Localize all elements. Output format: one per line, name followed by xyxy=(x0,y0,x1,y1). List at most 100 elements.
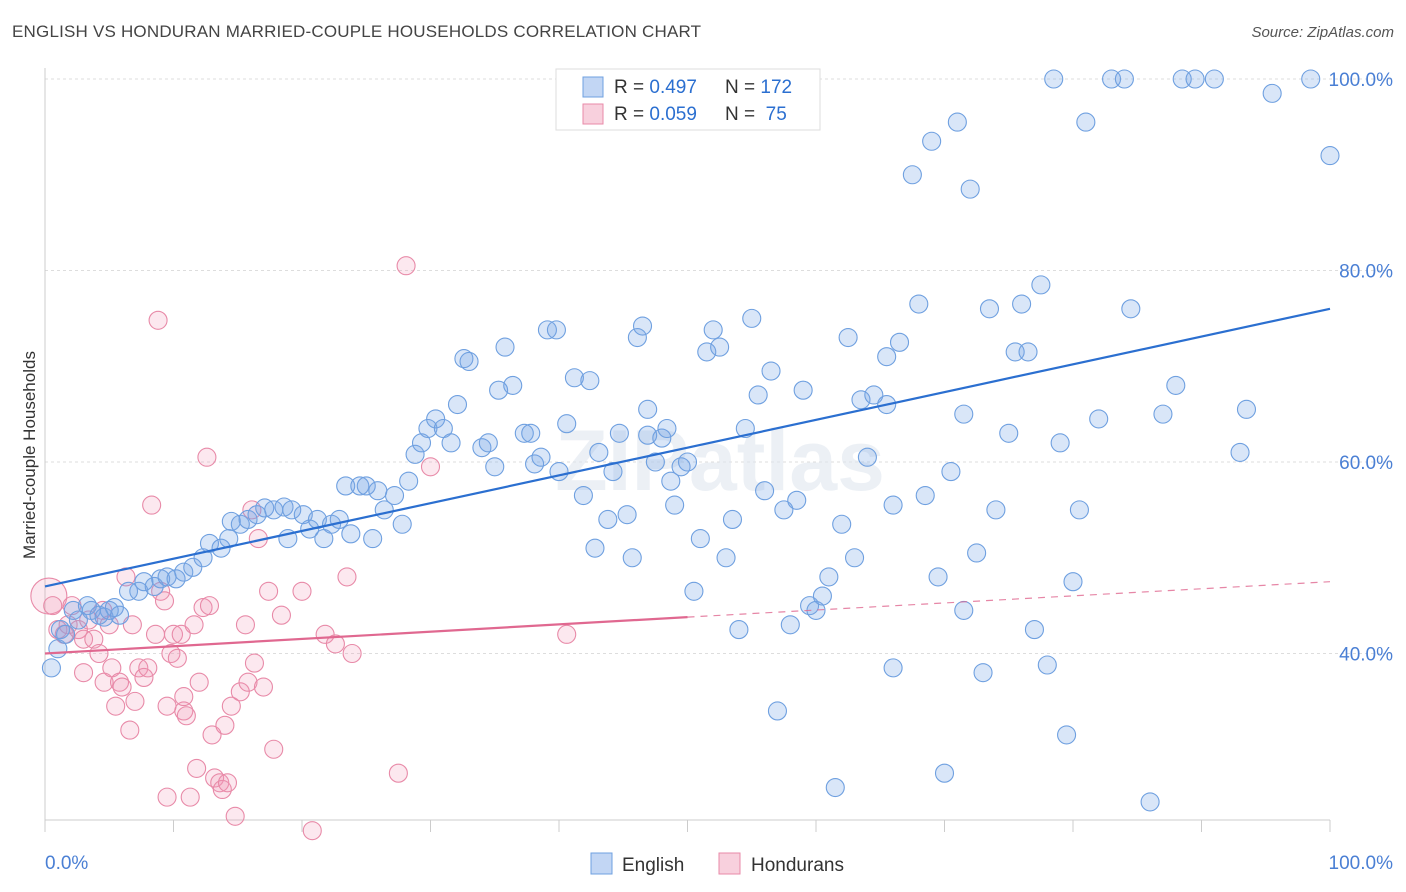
english-point xyxy=(531,447,551,467)
english-point xyxy=(1153,404,1173,424)
hondurans-point xyxy=(420,457,441,477)
english-point xyxy=(411,433,432,453)
english-point xyxy=(622,548,642,568)
english-point xyxy=(889,332,910,352)
english-point xyxy=(368,481,388,501)
english-point xyxy=(68,610,88,630)
english-trend-line xyxy=(44,307,1331,588)
hondurans-point xyxy=(184,615,204,635)
x-tick-label-min: 0.0% xyxy=(45,853,88,874)
english-point xyxy=(1050,433,1070,453)
english-point xyxy=(697,342,717,362)
english-point xyxy=(735,418,755,439)
bottom-legend-hondurans: Hondurans xyxy=(751,855,844,876)
english-point xyxy=(909,294,929,314)
hondurans-point xyxy=(271,605,291,625)
hondurans-trend-extension xyxy=(687,581,1331,618)
english-point xyxy=(761,361,781,381)
hondurans-point xyxy=(157,696,177,716)
watermark: ZIPatlas xyxy=(555,413,885,509)
english-point xyxy=(109,605,130,625)
english-point xyxy=(1024,620,1044,640)
english-point xyxy=(742,308,762,328)
english-point xyxy=(729,620,749,640)
hondurans-point xyxy=(187,758,207,778)
english-point xyxy=(478,433,498,453)
english-point xyxy=(99,600,119,620)
english-point xyxy=(755,481,775,501)
legend-n-value-english: 172 xyxy=(760,77,792,98)
english-point xyxy=(934,763,955,783)
english-point xyxy=(819,567,839,587)
english-point xyxy=(1063,572,1083,592)
english-point xyxy=(877,347,897,367)
english-point xyxy=(979,299,1000,319)
english-point xyxy=(638,425,658,445)
english-point xyxy=(557,414,577,434)
hondurans-point xyxy=(388,763,408,783)
y-tick-label: 100.0% xyxy=(1329,70,1394,91)
hondurans-point xyxy=(180,787,200,807)
english-point xyxy=(883,658,903,678)
english-point xyxy=(356,476,376,496)
hondurans-point xyxy=(112,677,132,697)
english-point xyxy=(564,368,584,388)
english-point xyxy=(638,399,658,419)
english-point xyxy=(174,562,194,582)
hondurans-point xyxy=(199,596,220,616)
hondurans-point xyxy=(193,597,213,618)
series-legend: English Hondurans xyxy=(590,852,844,876)
english-point xyxy=(489,380,509,400)
english-point xyxy=(183,557,203,577)
english-point xyxy=(274,497,294,517)
y-tick-label: 40.0% xyxy=(1339,645,1393,666)
hondurans-point xyxy=(148,310,168,330)
hondurans-point xyxy=(134,667,154,687)
english-point xyxy=(405,444,425,464)
english-point xyxy=(1301,69,1321,89)
hondurans-point xyxy=(154,591,175,611)
english-point xyxy=(573,485,593,506)
hondurans-point xyxy=(176,706,196,726)
hondurans-point xyxy=(342,643,362,664)
legend-swatch-hondurans xyxy=(582,103,604,125)
english-point xyxy=(844,548,865,568)
english-point xyxy=(1057,725,1077,745)
english-point xyxy=(851,390,871,410)
english-point xyxy=(589,442,609,462)
english-point xyxy=(503,375,523,395)
english-point xyxy=(1185,69,1205,89)
stats-legend: R = 0.497 N = 172 R = 0.059 N = 75 xyxy=(555,68,821,131)
english-point xyxy=(238,509,258,530)
hondurans-point xyxy=(106,696,126,716)
english-point xyxy=(690,529,710,549)
english-point xyxy=(780,615,800,635)
english-point xyxy=(418,418,438,439)
hondurans-point xyxy=(74,663,94,683)
english-point xyxy=(665,495,685,515)
english-point xyxy=(1076,112,1096,132)
legend-n-label-hondurans: N = xyxy=(725,104,760,125)
english-point xyxy=(617,505,637,525)
english-point xyxy=(748,385,768,405)
hondurans-point xyxy=(325,634,345,654)
english-point xyxy=(1236,399,1257,419)
english-point xyxy=(684,581,704,601)
bottom-legend-swatch-english xyxy=(590,852,613,875)
english-point xyxy=(774,500,794,520)
hondurans-point xyxy=(217,773,238,793)
english-point xyxy=(857,447,877,467)
hondurans-point xyxy=(235,615,256,635)
hondurans-point xyxy=(202,725,222,745)
hondurans-point xyxy=(145,624,166,644)
english-point xyxy=(864,385,884,405)
english-point xyxy=(384,485,405,506)
english-point xyxy=(447,394,468,415)
english-point xyxy=(392,514,412,534)
english-point xyxy=(514,423,534,443)
english-point xyxy=(973,663,993,683)
english-point xyxy=(657,418,677,439)
english-point xyxy=(902,165,922,185)
english-point xyxy=(329,509,349,530)
hondurans-trend-line xyxy=(44,616,688,655)
